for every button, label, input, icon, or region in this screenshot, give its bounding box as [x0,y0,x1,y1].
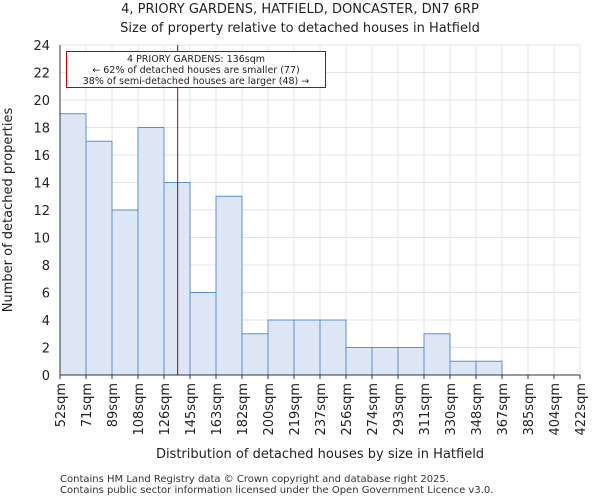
x-tick-label: 71sqm [80,383,95,427]
footer-copyright: Contains HM Land Registry data © Crown c… [60,474,449,485]
histogram-bar [241,333,269,376]
x-tick-label: 311sqm [418,383,433,436]
y-tick-label: 6 [42,287,50,302]
y-tick-label: 12 [33,204,50,219]
x-tick-label: 293sqm [392,383,407,436]
annotation-line-2: ← 62% of detached houses are smaller (77… [92,65,300,76]
x-tick-label: 108sqm [132,383,147,436]
histogram-bar [475,360,503,376]
chart-title: 4, PRIORY GARDENS, HATFIELD, DONCASTER, … [121,2,479,17]
x-tick-label: 163sqm [210,383,225,436]
footer-licence: Contains public sector information licen… [60,485,494,496]
histogram-bar [267,319,295,376]
y-tick-label: 8 [42,259,50,274]
x-tick-label: 182sqm [236,383,251,436]
y-tick-label: 10 [33,232,50,247]
histogram-bar [293,319,321,376]
histogram-bar [189,292,217,376]
histogram-bar [449,360,477,376]
y-axis-title: Number of detached properties [1,108,16,313]
histogram-bar [319,319,347,376]
annotation-line-1: 4 PRIORY GARDENS: 136sqm [127,54,265,65]
x-axis-title: Distribution of detached houses by size … [156,447,484,462]
histogram-bar [397,347,425,376]
histogram-bar [59,113,87,376]
y-tick-label: 14 [33,177,50,192]
x-tick-label: 145sqm [184,383,199,436]
x-tick-label: 274sqm [366,383,381,436]
x-tick-label: 126sqm [158,383,173,436]
x-tick-label: 330sqm [444,383,459,436]
annotation-line-3: 38% of semi-detached houses are larger (… [82,76,310,87]
histogram-bar [423,333,451,376]
property-annotation-box: 4 PRIORY GARDENS: 136sqm ← 62% of detach… [66,51,326,88]
histogram-bar [137,127,165,376]
chart-subtitle: Size of property relative to detached ho… [120,21,480,36]
x-tick-label: 348sqm [470,383,485,436]
y-tick-label: 24 [33,39,50,54]
x-tick-label: 52sqm [54,383,69,427]
y-tick-label: 20 [33,94,50,109]
x-tick-label: 89sqm [106,383,121,427]
histogram-bar [111,209,139,376]
y-tick-label: 2 [42,342,50,357]
x-tick-label: 219sqm [288,383,303,436]
y-tick-label: 18 [33,122,50,137]
histogram-bar [215,195,243,376]
x-tick-label: 422sqm [574,383,589,436]
histogram-bar [371,347,399,376]
y-tick-label: 16 [33,149,50,164]
x-tick-label: 200sqm [262,383,277,436]
histogram-bar [345,347,373,376]
x-tick-label: 385sqm [522,383,537,436]
y-tick-label: 4 [42,314,50,329]
y-tick-label: 0 [42,369,50,384]
x-tick-label: 367sqm [496,383,511,436]
x-tick-label: 237sqm [314,383,329,436]
y-tick-label: 22 [33,67,50,82]
x-tick-label: 404sqm [548,383,563,436]
histogram-bar [85,140,113,376]
histogram-bar [163,182,191,376]
x-tick-label: 256sqm [340,383,355,436]
